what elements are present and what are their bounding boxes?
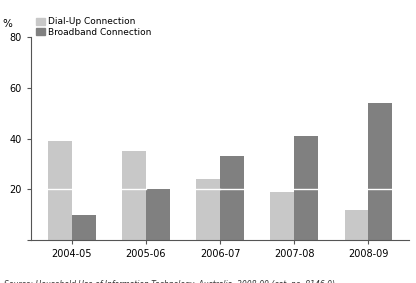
Bar xyxy=(196,179,220,240)
Bar xyxy=(294,136,318,240)
Bar xyxy=(220,156,244,240)
Bar xyxy=(344,210,368,240)
Bar xyxy=(270,192,294,240)
Bar xyxy=(146,189,170,240)
Bar xyxy=(48,141,72,240)
Text: Source: Household Use of Information Technology, Australia, 2008-09 (cat. no. 81: Source: Household Use of Information Tec… xyxy=(4,280,335,283)
Bar xyxy=(72,215,96,240)
Text: %: % xyxy=(3,19,12,29)
Bar xyxy=(368,103,392,240)
Bar xyxy=(122,151,146,240)
Legend: Dial-Up Connection, Broadband Connection: Dial-Up Connection, Broadband Connection xyxy=(36,17,152,37)
